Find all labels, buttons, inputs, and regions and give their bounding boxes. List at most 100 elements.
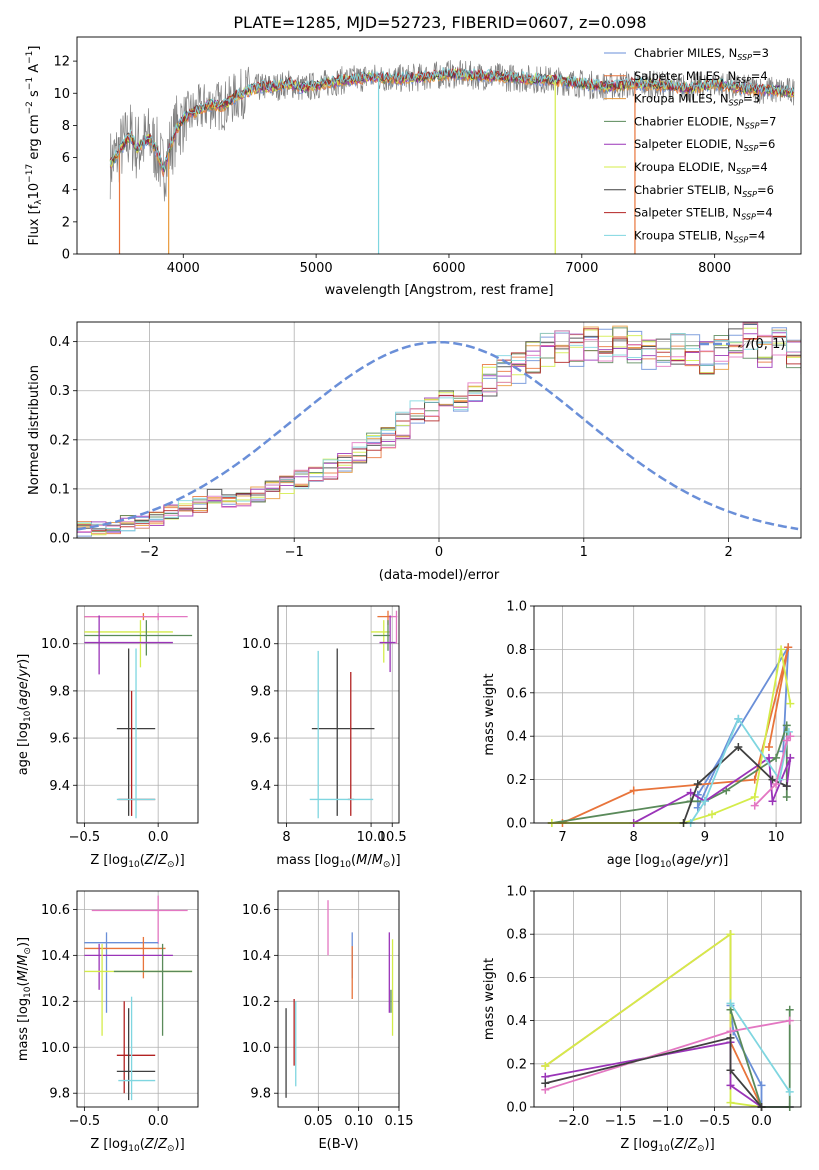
errorbars-mass-vs-Z xyxy=(84,895,193,1101)
x-tick-label: −1.0 xyxy=(652,1114,684,1129)
series-marker-4 xyxy=(750,792,759,801)
y-tick-label: 0 xyxy=(62,248,70,263)
y-tick-label: 10.0 xyxy=(41,637,70,652)
legend-entry-0: Chabrier MILES, NSSP=3 xyxy=(634,46,769,62)
frame-age-vs-mass xyxy=(277,605,400,824)
series-marker-2 xyxy=(782,721,791,730)
errorbar-point-3 xyxy=(84,943,173,990)
xlabel-mass-vs-Z: Z [log10(Z/Z⊙)] xyxy=(90,1137,184,1154)
y-tick-label: 10.4 xyxy=(41,949,70,964)
y-tick-label: 9.8 xyxy=(49,1087,70,1102)
y-tick-label: 9.4 xyxy=(49,779,70,794)
y-tick-label: 10.0 xyxy=(242,1041,271,1056)
x-tick-label: 0.0 xyxy=(148,1114,169,1129)
y-tick-label: 0.1 xyxy=(49,482,70,497)
errorbars-mass-vs-EBV xyxy=(285,900,394,1098)
legend-entry-3: Chabrier ELODIE, NSSP=7 xyxy=(634,114,776,130)
series-marker-2 xyxy=(726,930,735,939)
y-tick-label: 1.0 xyxy=(506,885,527,900)
x-tick-label: 8000 xyxy=(698,261,731,276)
x-tick-label: 7000 xyxy=(565,261,598,276)
series-marker-3 xyxy=(726,1081,735,1090)
series-marker-2 xyxy=(772,753,781,762)
y-tick-label: 0.0 xyxy=(506,1101,527,1116)
legend-entry-6: Chabrier STELIB, NSSP=6 xyxy=(634,183,774,199)
series-line-7 xyxy=(754,735,791,807)
series-marker-3 xyxy=(768,797,777,806)
errorbar-point-4 xyxy=(379,615,396,673)
errorbar-point-3 xyxy=(373,620,391,651)
x-tick-label: 0 xyxy=(435,545,443,560)
series-marker-6 xyxy=(726,1033,735,1042)
residual-frame xyxy=(76,321,802,539)
errorbar-point-7 xyxy=(116,648,156,819)
series-line-6 xyxy=(689,716,790,824)
series-marker-4 xyxy=(708,810,716,819)
y-tick-label: 0.0 xyxy=(506,817,527,832)
errorbar-point-0 xyxy=(91,895,188,944)
y-tick-label: 10.6 xyxy=(41,903,70,918)
histogram-step-9 xyxy=(77,322,801,533)
y-tick-label: 0.6 xyxy=(506,971,527,986)
axes-weight-vs-age: 7 8 9 10 0.0 0.2 0.4 0.6 0.8 1.0 xyxy=(506,600,801,845)
axes-age-vs-Z: −0.5 0.0 9.4 9.6 9.8 10.0 xyxy=(41,606,198,845)
histogram-step-6 xyxy=(77,323,801,530)
y-tick-label: 8 xyxy=(62,119,70,134)
errorbar-point-1 xyxy=(84,613,188,621)
series-marker-5 xyxy=(693,779,702,788)
x-tick-label: 8 xyxy=(630,830,638,845)
series-marker-2 xyxy=(541,1061,550,1070)
y-tick-label: 10.2 xyxy=(41,995,70,1010)
ylabel-mass-vs-Z: mass [log10(M/M⊙)] xyxy=(16,937,33,1061)
x-tick-label: 8 xyxy=(282,830,290,845)
axes-mass-vs-Z: −0.5 0.0 9.8 10.0 10.2 10.4 10.6 xyxy=(41,891,198,1129)
series-marker-7 xyxy=(726,999,735,1008)
series-marker-6 xyxy=(700,797,709,806)
y-tick-label: 0.0 xyxy=(49,532,70,547)
spectrum-xlabel: wavelength [Angstrom, rest frame] xyxy=(325,283,554,298)
y-tick-label: 0.2 xyxy=(49,433,70,448)
series-marker-1 xyxy=(784,643,793,652)
model-line-8 xyxy=(109,66,795,170)
y-tick-label: 9.6 xyxy=(49,732,70,747)
series-marker-6 xyxy=(734,714,743,723)
series-line-7 xyxy=(729,1002,791,1093)
y-tick-label: 4 xyxy=(62,183,70,198)
errorbar-point-2 xyxy=(371,620,391,663)
ylabel-weight-vs-age: mass weight xyxy=(482,673,497,755)
x-tick-label: 10.5 xyxy=(378,830,407,845)
series-marker-3 xyxy=(786,753,795,762)
legend-entry-8: Kroupa STELIB, NSSP=4 xyxy=(634,228,765,244)
axes-spectrum: 4000 5000 6000 7000 8000 0 2 4 6 8 10 12 xyxy=(53,55,731,276)
errorbar-point-6 xyxy=(347,672,355,816)
y-tick-label: 0.3 xyxy=(49,384,70,399)
series-marker-5 xyxy=(734,743,743,752)
y-tick-label: 0.2 xyxy=(506,773,527,788)
series-marker-5 xyxy=(782,782,791,791)
errorbar-point-7 xyxy=(309,650,374,819)
spectrum-legend: Chabrier MILES, NSSP=3 Salpeter MILES, NS… xyxy=(604,46,776,244)
x-tick-label: 10 xyxy=(768,830,785,845)
series-marker-4 xyxy=(785,1005,794,1014)
xlabel-weight-vs-age: age [log10(age/yr)] xyxy=(607,853,729,870)
y-tick-label: 0.4 xyxy=(506,730,527,745)
errorbar-point-3 xyxy=(84,620,193,656)
errorbar-point-1 xyxy=(84,932,159,1013)
series-marker-7 xyxy=(772,779,781,788)
series-marker-1 xyxy=(764,743,773,752)
y-tick-label: 10.0 xyxy=(242,637,271,652)
series-marker-7 xyxy=(750,801,759,810)
y-tick-label: 2 xyxy=(62,215,70,230)
series-marker-2 xyxy=(782,792,791,801)
frame-weight-vs-age xyxy=(533,605,802,824)
errorbar-point-4 xyxy=(84,943,193,1036)
series-marker-7 xyxy=(785,1087,794,1096)
series-marker-4 xyxy=(777,645,786,654)
series-marker-6 xyxy=(541,1079,550,1088)
x-tick-label: 6000 xyxy=(432,261,465,276)
y-tick-label: 10.6 xyxy=(242,903,271,918)
legend-entry-5: Kroupa ELODIE, NSSP=4 xyxy=(634,160,768,176)
figure-title: PLATE=1285, MJD=52723, FIBERID=0607, z=0… xyxy=(233,13,646,32)
errorbar-point-5 xyxy=(311,648,375,816)
